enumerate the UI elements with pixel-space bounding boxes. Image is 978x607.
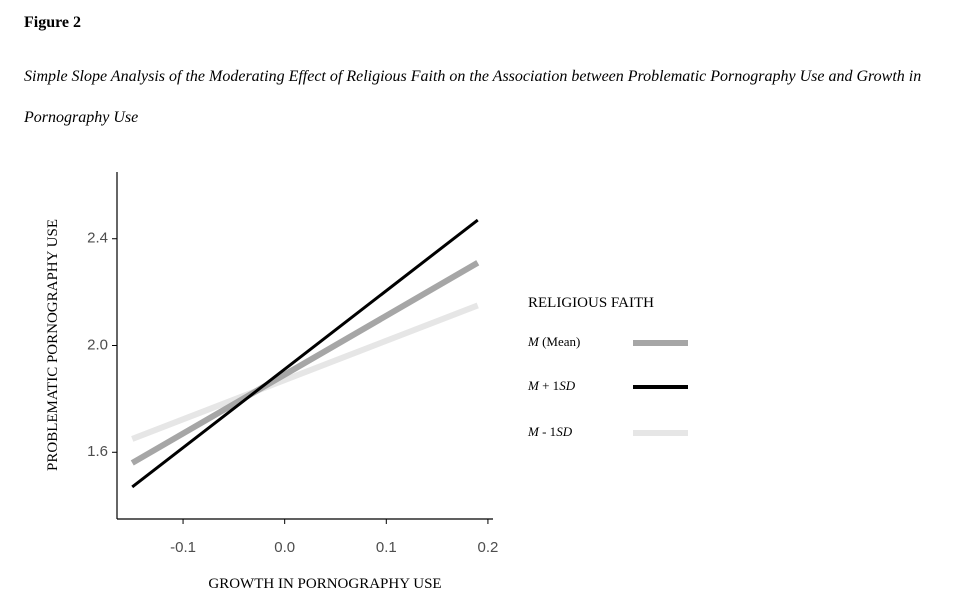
- y-tick-label: 2.4: [87, 230, 108, 247]
- legend-label-minus: M - 1SD: [527, 424, 573, 439]
- series-lines: [130, 218, 480, 489]
- legend-label-main: M: [527, 424, 540, 439]
- legend-title: RELIGIOUS FAITH: [528, 295, 654, 311]
- figure-caption: Simple Slope Analysis of the Moderating …: [24, 68, 922, 126]
- series-line-plus: [131, 218, 479, 489]
- series-line-minus: [131, 302, 479, 442]
- axes: [116, 172, 493, 520]
- ticks: -0.1 0.0 0.1 0.2 1.6 2.0 2.4: [87, 230, 498, 556]
- x-tick-label: 0.2: [477, 539, 498, 556]
- y-tick-label: 2.0: [87, 336, 108, 353]
- legend-label-rest: (Mean): [539, 334, 581, 349]
- figure-label: Figure 2: [24, 14, 82, 31]
- x-tick-label: 0.0: [274, 539, 295, 556]
- legend-label-main: M: [527, 378, 540, 393]
- x-axis-title: GROWTH IN PORNOGRAPHY USE: [208, 576, 441, 592]
- legend-label-mean: M (Mean): [527, 334, 580, 349]
- legend-label-rest: + 1: [539, 378, 559, 393]
- legend-label-end: SD: [559, 378, 576, 393]
- legend-label-plus: M + 1SD: [527, 378, 576, 393]
- legend-label-main: M: [527, 334, 540, 349]
- y-tick-label: 1.6: [87, 443, 108, 460]
- x-tick-label: -0.1: [170, 539, 196, 556]
- legend-label-end: SD: [556, 424, 573, 439]
- series-line-mean: [130, 260, 480, 466]
- y-axis-title: PROBLEMATIC PORNOGRAPHY USE: [45, 219, 61, 471]
- x-tick-label: 0.1: [376, 539, 397, 556]
- legend-label-rest: - 1: [539, 424, 556, 439]
